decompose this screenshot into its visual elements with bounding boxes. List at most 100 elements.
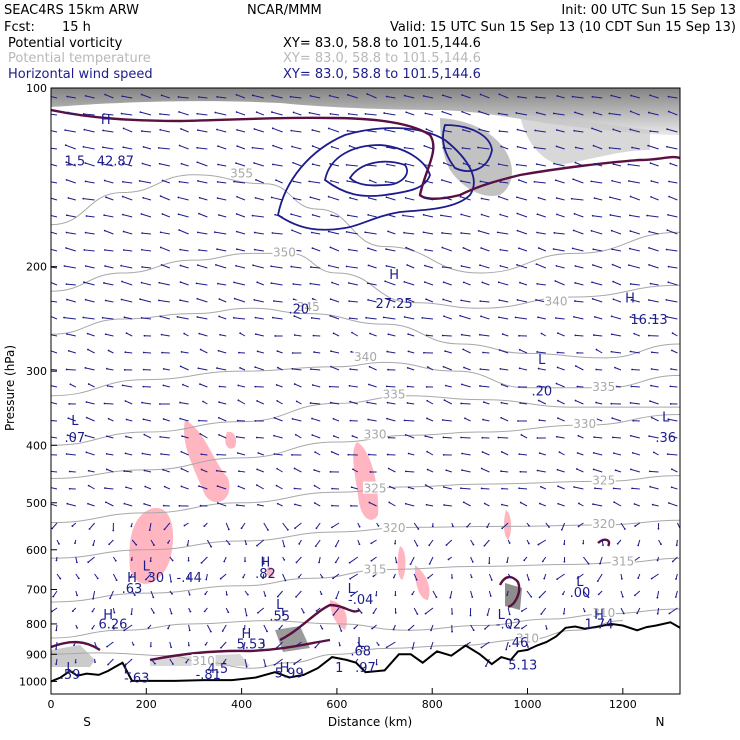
wind-vector	[219, 298, 227, 303]
wind-vector-head	[101, 163, 104, 165]
wind-vector-head	[484, 627, 486, 630]
wind-vector	[316, 522, 321, 529]
wind-vector	[282, 573, 286, 581]
pv-negative-area-7	[414, 565, 430, 600]
wind-vector-head	[296, 627, 299, 630]
wind-vector	[106, 435, 114, 439]
wind-vector	[51, 607, 58, 612]
wind-vector	[160, 129, 170, 133]
wind-vector-head	[385, 265, 388, 267]
wind-vector	[257, 504, 264, 507]
wind-vector	[121, 299, 133, 303]
wind-vector-head	[368, 501, 371, 504]
wind-vector-head	[83, 249, 86, 251]
wind-vector-head	[160, 263, 163, 266]
extremum-label: 5.99	[275, 667, 304, 682]
wind-vector-head	[68, 403, 71, 405]
wind-vector-head	[253, 298, 256, 301]
extremum-label: .97	[355, 661, 376, 676]
wind-vector	[159, 163, 170, 167]
wind-vector-head	[187, 577, 190, 580]
wind-vector-head	[426, 417, 428, 420]
wind-vector-head	[283, 559, 286, 561]
wind-vector-head	[140, 130, 143, 132]
wind-vector	[159, 113, 170, 116]
wind-vector-head	[328, 385, 331, 388]
theta-label-bg	[591, 379, 616, 392]
wind-vector-head	[264, 665, 267, 667]
wind-vector	[408, 624, 415, 631]
theta-label: 315	[611, 554, 634, 568]
wind-vector-head	[204, 643, 207, 646]
wind-vector-head	[327, 230, 330, 233]
wind-vector	[282, 539, 285, 547]
wind-vector	[478, 230, 490, 235]
wind-vector	[389, 486, 396, 490]
wind-vector	[555, 280, 565, 286]
wind-vector	[369, 333, 377, 337]
wind-vector	[314, 485, 321, 490]
wind-vector	[178, 229, 189, 235]
wind-vector-head	[331, 487, 334, 490]
wind-vector-head	[264, 595, 267, 597]
wind-vector	[463, 247, 471, 252]
wind-vector	[197, 147, 208, 150]
wind-vector-head	[46, 454, 48, 456]
wind-vector	[631, 299, 640, 303]
wind-vector-head	[404, 433, 407, 436]
wind-vector	[179, 181, 189, 184]
wind-vector	[630, 435, 640, 439]
wind-vector-head	[256, 468, 259, 471]
wind-vector	[233, 281, 246, 286]
wind-vector-head	[328, 94, 331, 97]
wind-vector-head	[105, 468, 108, 471]
wind-vector	[338, 624, 342, 632]
wind-vector	[312, 434, 321, 439]
wind-vector	[234, 298, 246, 303]
extremum-label: L	[124, 663, 132, 678]
wind-vector	[177, 316, 189, 320]
pv-contour-low-4	[597, 538, 611, 547]
wind-vector	[384, 112, 396, 116]
wind-vector-head	[65, 161, 68, 164]
wind-vector	[556, 197, 565, 201]
wind-vector-head	[417, 528, 420, 530]
wind-vector-head	[403, 94, 406, 97]
wind-vector	[630, 316, 640, 320]
wind-vector	[426, 128, 434, 133]
wind-vector	[150, 607, 155, 614]
wind-vector-head	[196, 112, 199, 115]
wind-vector	[218, 350, 227, 354]
wind-vector	[64, 317, 76, 320]
wind-vector-head	[142, 385, 145, 388]
wind-vector-head	[149, 645, 152, 648]
wind-vector	[271, 111, 283, 116]
wind-vector-head	[237, 384, 240, 387]
wind-vector-head	[358, 543, 361, 546]
pv-negative-area-8	[503, 510, 512, 540]
wind-vector-head	[670, 435, 673, 438]
wind-vector	[572, 247, 584, 252]
wind-vector	[312, 145, 321, 150]
wind-vector	[66, 333, 76, 337]
wind-vector	[557, 417, 565, 422]
wind-vector	[314, 351, 321, 354]
wind-vector	[291, 229, 302, 235]
theta-label: 355	[230, 167, 253, 181]
wind-vector-head	[349, 196, 351, 199]
wind-vector	[459, 315, 471, 320]
wind-vector	[425, 298, 434, 303]
y-tick-label: 500	[26, 497, 47, 510]
wind-vector-head	[271, 94, 274, 97]
wind-vector	[442, 266, 452, 269]
wind-vector	[333, 418, 340, 422]
wind-vector	[236, 196, 246, 201]
theta-label-bg	[363, 481, 388, 494]
wind-vector-head	[563, 560, 566, 563]
wind-vector-head	[555, 129, 558, 131]
wind-vector-head	[610, 315, 613, 318]
wind-vector	[557, 469, 565, 473]
wind-vector	[51, 163, 58, 167]
wind-vector	[405, 197, 415, 201]
wind-vector	[272, 163, 283, 167]
